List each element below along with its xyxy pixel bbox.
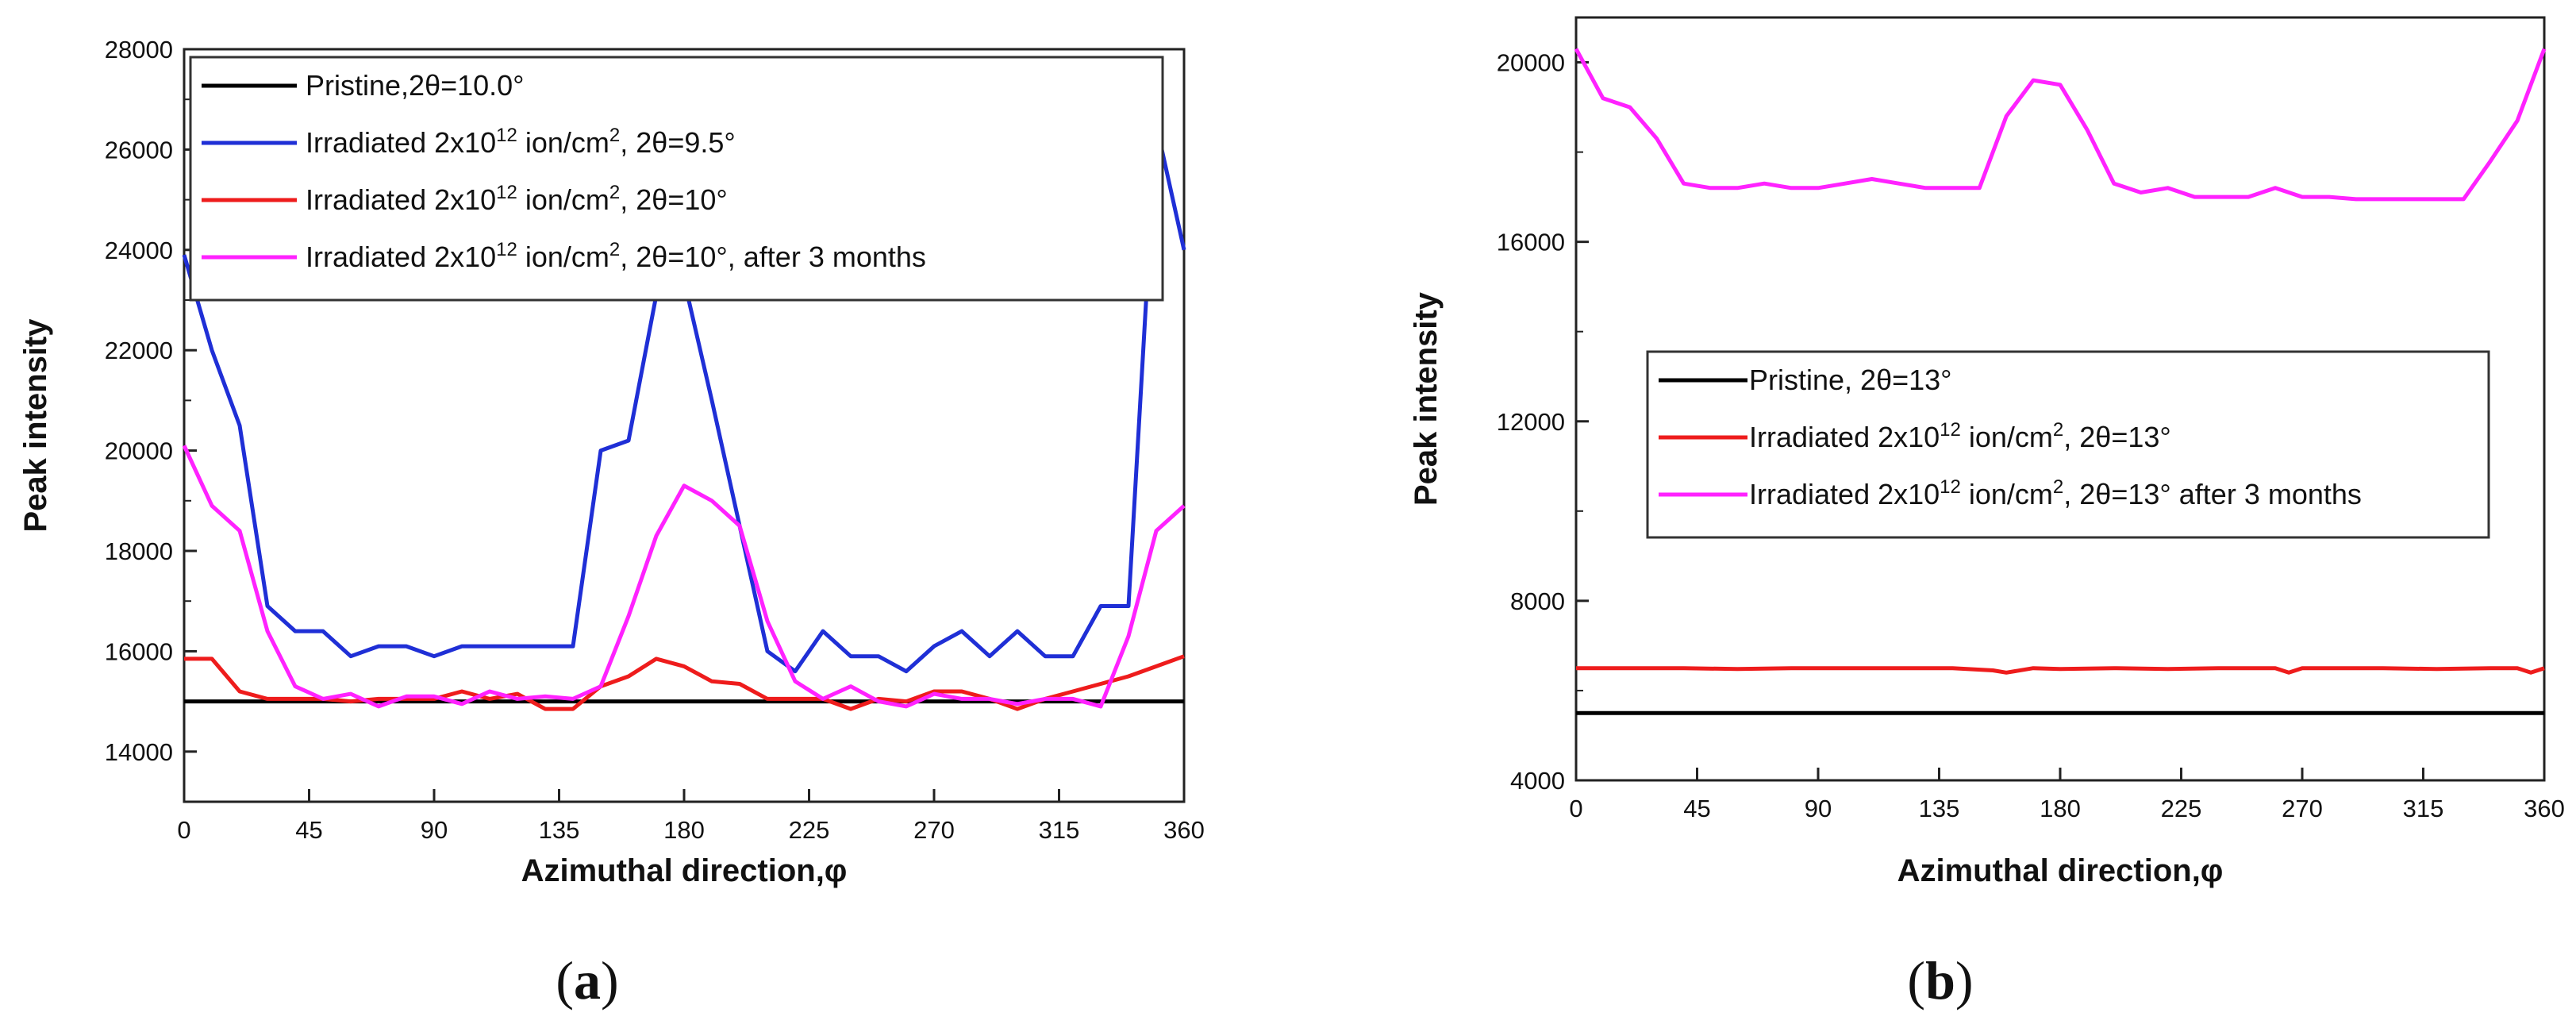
legend-text-sup2: 2 <box>609 182 620 203</box>
legend-text-sup1: 12 <box>496 182 517 203</box>
x-tick-label: 45 <box>1683 795 1710 822</box>
chart-panel-b: 0 45 90 135 180 225 270 315 360 4000 8000 12000 1600… <box>1409 16 2565 1011</box>
legend-text-pre: Irradiated 2x10 <box>306 183 496 216</box>
caption-letter-b: b <box>1925 950 1955 1011</box>
legend-text-post: , 2θ=10°, after 3 months <box>620 241 926 273</box>
panel-caption-b: (b) <box>1907 950 1973 1011</box>
legend-a: Pristine,2θ=10.0°Irradiated 2x1012 ion/c… <box>189 56 1164 302</box>
axis-ticks-b: 0 45 90 135 180 225 270 315 360 4000 8000 12000 1600… <box>1497 49 2565 822</box>
y-tick-label: 28000 <box>105 36 173 64</box>
x-tick-label: 0 <box>1569 795 1582 822</box>
y-axis-title-b: Peak intensity <box>1409 291 1444 506</box>
x-tick-label: 225 <box>2161 795 2202 822</box>
x-tick-label: 0 <box>177 816 190 844</box>
x-tick-label: 360 <box>1163 816 1205 844</box>
legend-text-sup2: 2 <box>2053 476 2063 498</box>
x-tick-label: 180 <box>663 816 705 844</box>
legend-text-mid: ion/cm <box>1961 478 2053 510</box>
legend-entry-3: Irradiated 2x1012 ion/cm2, 2θ=13° after … <box>1749 476 2362 510</box>
x-tick-label: 225 <box>789 816 830 844</box>
legend-text-mid: ion/cm <box>517 241 609 273</box>
x-tick-label: 270 <box>2282 795 2323 822</box>
x-tick-label: 360 <box>2524 795 2565 822</box>
y-tick-label: 20000 <box>105 437 173 465</box>
series-line-2 <box>1576 666 2545 675</box>
y-tick-label: 4000 <box>1510 767 1565 795</box>
legend-box <box>1646 350 2490 539</box>
x-tick-label: 90 <box>1805 795 1832 822</box>
x-tick-label: 45 <box>295 816 322 844</box>
y-tick-label: 20000 <box>1497 49 1565 77</box>
legend-b: Pristine, 2θ=13°Irradiated 2x1012 ion/cm… <box>1646 350 2490 539</box>
x-tick-label: 315 <box>1039 816 1080 844</box>
legend-text-mid: ion/cm <box>517 126 609 159</box>
y-axis-title-a: Peak intensity <box>18 318 53 533</box>
legend-entry-1: Pristine,2θ=10.0° <box>306 69 525 102</box>
legend-text-post: , 2θ=13° <box>2063 421 2171 453</box>
legend-text-post: , 2θ=9.5° <box>620 126 736 159</box>
caption-open-paren: ( <box>1907 950 1925 1011</box>
y-tick-label: 16000 <box>1497 229 1565 256</box>
x-tick-label: 135 <box>539 816 580 844</box>
y-tick-label: 24000 <box>105 237 173 264</box>
legend-text-post: , 2θ=10° <box>620 183 728 216</box>
legend-text-sup2: 2 <box>2053 419 2063 441</box>
axis-ticks-a: 0 45 90 135 180 225 270 315 360 14000 16000 18000 20… <box>105 36 1205 844</box>
legend-text-pre: Irradiated 2x10 <box>306 126 496 159</box>
panel-caption-a: (a) <box>556 950 618 1011</box>
x-tick-label: 315 <box>2403 795 2444 822</box>
y-tick-label: 26000 <box>105 136 173 164</box>
legend-text-sup1: 12 <box>496 239 517 260</box>
caption-close-paren: ) <box>601 950 619 1011</box>
legend-text-mid: ion/cm <box>517 183 609 216</box>
x-tick-label: 135 <box>1919 795 1960 822</box>
y-tick-label: 8000 <box>1510 587 1565 615</box>
y-tick-label: 16000 <box>105 637 173 665</box>
legend-text-sup1: 12 <box>1940 419 1961 441</box>
series-group-b <box>1574 48 2547 715</box>
y-tick-label: 18000 <box>105 537 173 565</box>
x-axis-title-a: Azimuthal direction,φ <box>521 853 848 888</box>
legend-entry-1: Pristine, 2θ=13° <box>1749 364 1952 396</box>
legend-box <box>189 56 1164 302</box>
chart-panel-a: 0 45 90 135 180 225 270 315 360 14000 16000 18000 20… <box>18 36 1205 1011</box>
series-line-4 <box>182 445 1186 709</box>
legend-text-sup1: 12 <box>1940 476 1961 498</box>
x-tick-label: 90 <box>421 816 448 844</box>
series-line-3 <box>1574 48 2547 202</box>
x-axis-title-b: Azimuthal direction,φ <box>1897 853 2224 888</box>
legend-text-sup2: 2 <box>609 125 620 146</box>
x-tick-label: 180 <box>2040 795 2081 822</box>
y-tick-label: 12000 <box>1497 408 1565 436</box>
legend-entry-3: Irradiated 2x1012 ion/cm2, 2θ=10° <box>306 182 728 216</box>
legend-text-mid: ion/cm <box>1961 421 2053 453</box>
legend-entry-2: Irradiated 2x1012 ion/cm2, 2θ=9.5° <box>306 125 736 159</box>
legend-text-post: , 2θ=13° after 3 months <box>2063 478 2362 510</box>
x-tick-label: 270 <box>913 816 955 844</box>
y-tick-label: 22000 <box>105 337 173 364</box>
legend-text-sup1: 12 <box>496 125 517 146</box>
caption-open-paren: ( <box>556 950 574 1011</box>
legend-text-pre: Irradiated 2x10 <box>1749 421 1940 453</box>
legend-entry-2: Irradiated 2x1012 ion/cm2, 2θ=13° <box>1749 419 2171 453</box>
legend-text-pre: Irradiated 2x10 <box>1749 478 1940 510</box>
legend-entry-4: Irradiated 2x1012 ion/cm2, 2θ=10°, after… <box>306 239 926 273</box>
legend-text-pre: Irradiated 2x10 <box>306 241 496 273</box>
series-line-3 <box>184 654 1185 711</box>
caption-letter-a: a <box>574 950 601 1011</box>
caption-close-paren: ) <box>1955 950 1974 1011</box>
y-tick-label: 14000 <box>105 738 173 766</box>
legend-text-sup2: 2 <box>609 239 620 260</box>
